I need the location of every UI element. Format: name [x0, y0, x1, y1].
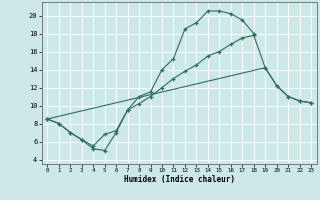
X-axis label: Humidex (Indice chaleur): Humidex (Indice chaleur)	[124, 175, 235, 184]
